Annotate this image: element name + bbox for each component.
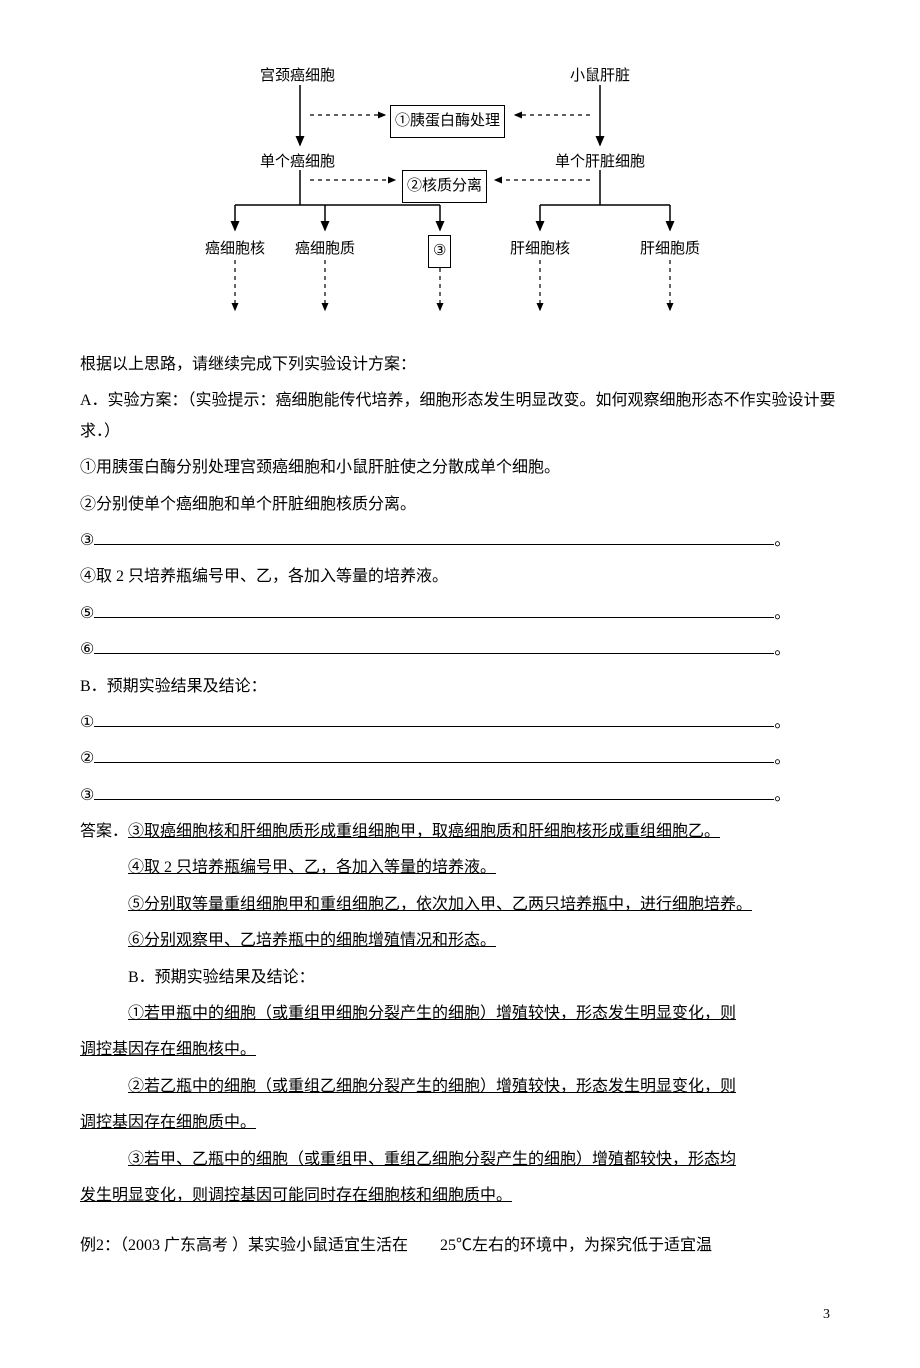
answer-3: ③取癌细胞核和肝细胞质形成重组细胞甲，取癌细胞质和肝细胞核形成重组细胞乙。	[128, 823, 720, 840]
r1-prefix: ①	[80, 714, 94, 731]
blank-field[interactable]	[94, 636, 774, 655]
step1-box: ①胰蛋白酶处理	[390, 105, 505, 138]
intro-line: 根据以上思路，请继续完成下列实验设计方案：	[80, 350, 840, 380]
step3-prefix: ③	[80, 532, 94, 549]
step-2: ②分别使单个癌细胞和单个肝脏细胞核质分离。	[80, 490, 840, 520]
node-mid-left: 单个癌细胞	[260, 148, 335, 177]
node-out5: 肝细胞质	[640, 235, 700, 264]
r3-prefix: ③	[80, 787, 94, 804]
answer-5: ⑤分别取等量重组细胞甲和重组细胞乙，依次加入甲、乙两只培养瓶中，进行细胞培养。	[80, 890, 840, 920]
step-3-blank: ③。	[80, 526, 840, 556]
answer-line-1: 答案．③取癌细胞核和肝细胞质形成重组细胞甲，取癌细胞质和肝细胞核形成重组细胞乙。	[80, 817, 840, 847]
result-3-blank: ③。	[80, 781, 840, 811]
answer-b3a-text: ③若甲、乙瓶中的细胞（或重组甲、重组乙细胞分裂产生的细胞）增殖都较快，形态均	[128, 1151, 736, 1168]
step-1: ①用胰蛋白酶分别处理宫颈癌细胞和小鼠肝脏使之分散成单个细胞。	[80, 453, 840, 483]
step5-suffix: 。	[774, 605, 790, 622]
step2-box: ②核质分离	[402, 170, 487, 203]
answer-b3b: 发生明显变化，则调控基因可能同时存在细胞核和细胞质中。	[80, 1181, 840, 1211]
step6-suffix: 。	[774, 641, 790, 658]
step3-box: ③	[428, 235, 451, 268]
answer-b1b: 调控基因存在细胞核中。	[80, 1035, 840, 1065]
answer-b2a-text: ②若乙瓶中的细胞（或重组乙细胞分裂产生的细胞）增殖较快，形态发生明显变化，则	[128, 1078, 736, 1095]
answer-5-text: ⑤分别取等量重组细胞甲和重组细胞乙，依次加入甲、乙两只培养瓶中，进行细胞培养。	[128, 896, 752, 913]
document-page: 宫颈癌细胞 小鼠肝脏 ①胰蛋白酶处理 单个癌细胞 单个肝脏细胞 ②核质分离 癌细…	[0, 0, 920, 1368]
result-1-blank: ①。	[80, 708, 840, 738]
blank-field[interactable]	[94, 708, 774, 727]
example-2: 例2：（2003 广东高考 ）某实验小鼠适宜生活在 25℃左右的环境中，为探究低…	[80, 1231, 840, 1261]
result-2-blank: ②。	[80, 744, 840, 774]
blank-field[interactable]	[94, 526, 774, 545]
answer-b1a-text: ①若甲瓶中的细胞（或重组甲细胞分裂产生的细胞）增殖较快，形态发生明显变化，则	[128, 1005, 736, 1022]
answer-b2a: ②若乙瓶中的细胞（或重组乙细胞分裂产生的细胞）增殖较快，形态发生明显变化，则	[80, 1072, 840, 1102]
r2-suffix: 。	[774, 750, 790, 767]
answer-b2b: 调控基因存在细胞质中。	[80, 1108, 840, 1138]
answer-6-text: ⑥分别观察甲、乙培养瓶中的细胞增殖情况和形态。	[128, 932, 496, 949]
answer-b3a: ③若甲、乙瓶中的细胞（或重组甲、重组乙细胞分裂产生的细胞）增殖都较快，形态均	[80, 1145, 840, 1175]
answer-label: 答案．	[80, 823, 128, 840]
step3-suffix: 。	[774, 532, 790, 549]
answer-6: ⑥分别观察甲、乙培养瓶中的细胞增殖情况和形态。	[80, 926, 840, 956]
step5-prefix: ⑤	[80, 605, 94, 622]
blank-field[interactable]	[94, 745, 774, 764]
page-number: 3	[80, 1302, 840, 1329]
node-top-right: 小鼠肝脏	[570, 62, 630, 91]
node-out1: 癌细胞核	[205, 235, 265, 264]
answer-4: ④取 2 只培养瓶编号甲、乙，各加入等量的培养液。	[80, 853, 840, 883]
answer-b1a: ①若甲瓶中的细胞（或重组甲细胞分裂产生的细胞）增殖较快，形态发生明显变化，则	[80, 999, 840, 1029]
answer-b-label: B．预期实验结果及结论：	[80, 963, 840, 993]
node-out4: 肝细胞核	[510, 235, 570, 264]
node-out2: 癌细胞质	[295, 235, 355, 264]
r1-suffix: 。	[774, 714, 790, 731]
node-top-left: 宫颈癌细胞	[260, 62, 335, 91]
blank-field[interactable]	[94, 599, 774, 618]
blank-field[interactable]	[94, 781, 774, 800]
r3-suffix: 。	[774, 787, 790, 804]
step-4: ④取 2 只培养瓶编号甲、乙，各加入等量的培养液。	[80, 562, 840, 592]
answer-b2b-text: 调控基因存在细胞质中。	[80, 1114, 256, 1131]
step-5-blank: ⑤。	[80, 599, 840, 629]
section-b: B．预期实验结果及结论：	[80, 672, 840, 702]
step6-prefix: ⑥	[80, 641, 94, 658]
flowchart: 宫颈癌细胞 小鼠肝脏 ①胰蛋白酶处理 单个癌细胞 单个肝脏细胞 ②核质分离 癌细…	[180, 60, 740, 340]
section-a: A．实验方案：（实验提示：癌细胞能传代培养，细胞形态发生明显改变。如何观察细胞形…	[80, 386, 840, 447]
step-6-blank: ⑥。	[80, 635, 840, 665]
answer-4-text: ④取 2 只培养瓶编号甲、乙，各加入等量的培养液。	[128, 859, 496, 876]
answer-b1b-text: 调控基因存在细胞核中。	[80, 1041, 256, 1058]
r2-prefix: ②	[80, 750, 94, 767]
node-mid-right: 单个肝脏细胞	[555, 148, 645, 177]
answer-b3b-text: 发生明显变化，则调控基因可能同时存在细胞核和细胞质中。	[80, 1187, 512, 1204]
